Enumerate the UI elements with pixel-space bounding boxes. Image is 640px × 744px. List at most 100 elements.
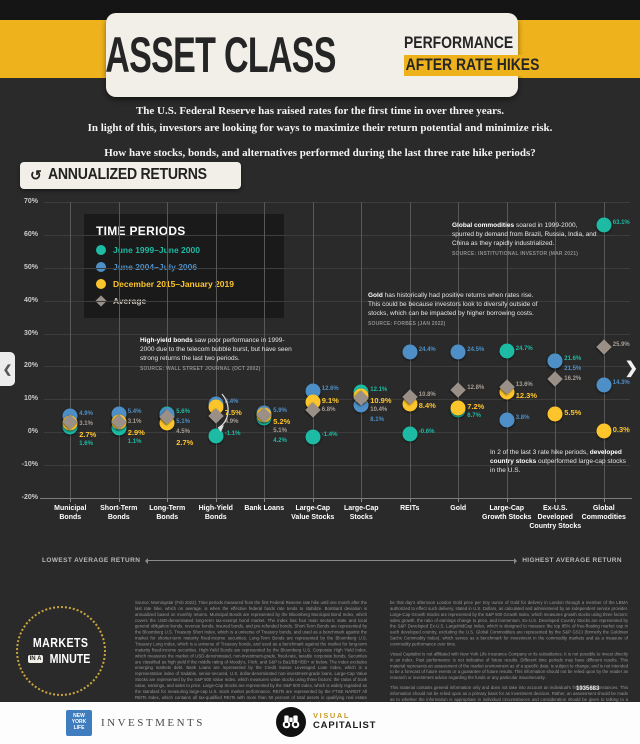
y-tick-label: 0% <box>27 428 38 435</box>
investments-wordmark: INVESTMENTS <box>101 717 205 729</box>
data-point-label: 63.1% <box>612 220 630 227</box>
data-point-label: 13.6% <box>515 382 533 389</box>
subtitle-line-2: AFTER RATE HIKES <box>404 54 543 77</box>
data-point-label: 5.5% <box>564 407 582 417</box>
data-point-label: 12.1% <box>370 387 388 394</box>
data-point-label: 5.1% <box>176 418 190 425</box>
annualized-returns-chart: TIME PERIODS June 1999–June 2000 June 200… <box>0 192 640 592</box>
data-point-label: 2.7% <box>176 437 194 447</box>
data-point-label: 5.9% <box>273 407 287 414</box>
axis-tick <box>70 498 72 502</box>
y-tick-label: -20% <box>21 493 38 501</box>
gridline <box>44 300 630 302</box>
gridline <box>44 464 630 466</box>
data-point-label: 6.7% <box>467 413 481 420</box>
intro-question: How have stocks, bonds, and alternatives… <box>104 147 536 159</box>
annotation-developed-stocks: In 2 of the last 3 rate hike periods, de… <box>490 449 626 475</box>
chevron-right-icon[interactable]: ❯ <box>624 360 638 377</box>
axis-tick <box>167 498 169 502</box>
data-point <box>450 382 467 398</box>
data-point-label: 21.6% <box>564 356 582 363</box>
curved-arrow <box>217 393 229 432</box>
average-return-axis: LOWEST AVERAGE RETURN HIGHEST AVERAGE RE… <box>42 557 622 564</box>
data-point <box>499 343 515 359</box>
page-subtitle: PERFORMANCE AFTER RATE HIKES <box>404 33 573 77</box>
category-gridline <box>118 202 120 498</box>
data-point-label: 7.5% <box>224 408 242 418</box>
axis-tick <box>603 498 605 502</box>
visual-capitalist-logo: VISUAL CAPITALIST <box>276 707 376 737</box>
annotation-bold: developed country stocks <box>490 449 622 466</box>
data-point-label: -1.1% <box>224 430 241 437</box>
data-point-label: 10.9% <box>370 396 392 406</box>
data-point-label: 24.7% <box>515 345 533 352</box>
category-label: Large-Cap Growth Stocks <box>482 505 532 522</box>
lowest-return-label: LOWEST AVERAGE RETURN <box>42 557 141 564</box>
chevron-left-icon[interactable]: ❮ <box>0 352 15 386</box>
chart-legend: TIME PERIODS June 1999–June 2000 June 200… <box>84 214 284 318</box>
data-point-label: 5.6% <box>176 408 190 415</box>
data-point-label: -1.4% <box>321 431 338 438</box>
data-point <box>450 344 466 360</box>
annotation-bold: High-yield bonds <box>140 337 193 344</box>
data-point-label: 9.1% <box>321 396 339 406</box>
annotation-high-yield: High-yield bonds saw poor performance in… <box>140 336 294 373</box>
annotation-source: SOURCE: INSTITUTIONAL INVESTOR (MAR 2021… <box>452 251 579 258</box>
category-gridline <box>70 202 72 498</box>
category-gridline <box>312 202 314 498</box>
category-label: Short-Term Bonds <box>100 505 138 522</box>
data-point-label: 8.4% <box>224 399 239 406</box>
annualized-returns-badge: ↺ ANNUALIZED RETURNS <box>20 162 242 189</box>
data-point-label: 0.3% <box>612 425 630 435</box>
category-label: Long-Term Bonds <box>149 505 186 522</box>
intro-line-2: In light of this, investors are looking … <box>87 121 553 134</box>
data-point-label: 4.9% <box>79 410 93 417</box>
data-point <box>208 428 224 444</box>
logo-markets: MARKETS <box>33 636 89 650</box>
category-gridline <box>167 202 169 498</box>
double-arrow-line <box>145 557 518 564</box>
data-point <box>305 383 321 399</box>
markets-in-a-minute-logo: MARKETS IN A MINUTE <box>16 606 106 696</box>
legend-label: December 2015–January 2019 <box>113 279 234 289</box>
data-point <box>402 426 418 442</box>
data-point-label: 12.3% <box>515 391 538 401</box>
data-point <box>450 400 466 416</box>
legend-item: June 1999–June 2000 <box>96 245 272 255</box>
data-point <box>547 371 564 387</box>
category-gridline <box>361 202 363 498</box>
gridline <box>44 366 630 368</box>
data-point-label: 4.5% <box>176 428 190 435</box>
rotate-ccw-icon: ↺ <box>30 167 42 183</box>
legend-label: June 1999–June 2000 <box>113 245 200 255</box>
data-point-label: 1.6% <box>79 440 93 447</box>
data-point <box>595 339 612 355</box>
legend-title: TIME PERIODS <box>96 224 186 238</box>
axis-tick <box>506 498 508 502</box>
gridline <box>44 432 630 433</box>
legend-dot-marker <box>96 262 106 272</box>
category-label: High-Yield Bonds <box>198 505 233 522</box>
new-york-life-mark: NEW YORK LIFE <box>66 710 92 736</box>
annotation-bold: Global commodities <box>452 222 515 229</box>
data-point <box>596 377 612 393</box>
data-point-label: 4.2% <box>273 437 287 444</box>
category-label: Large-Cap Stocks <box>343 505 379 522</box>
data-point <box>402 344 418 360</box>
category-label: Large-Cap Value Stocks <box>291 505 335 522</box>
data-point-label: 7.2% <box>467 402 485 412</box>
data-point-label: 6.8% <box>321 407 336 414</box>
data-point-label: 10.4% <box>370 407 388 414</box>
y-tick-label: 40% <box>23 296 38 304</box>
legend-item: December 2015–January 2019 <box>96 279 272 289</box>
data-point <box>499 412 515 428</box>
data-point-label: 4.9% <box>224 419 239 426</box>
binoculars-icon <box>276 707 306 737</box>
y-tick-label: 70% <box>23 198 38 206</box>
gridline <box>44 399 630 401</box>
data-point <box>305 429 321 445</box>
capitalist-wordmark: CAPITALIST <box>313 719 377 731</box>
data-point-label: 1.1% <box>127 439 142 446</box>
gridline <box>44 202 630 204</box>
category-label: Global Commodities <box>581 505 626 522</box>
